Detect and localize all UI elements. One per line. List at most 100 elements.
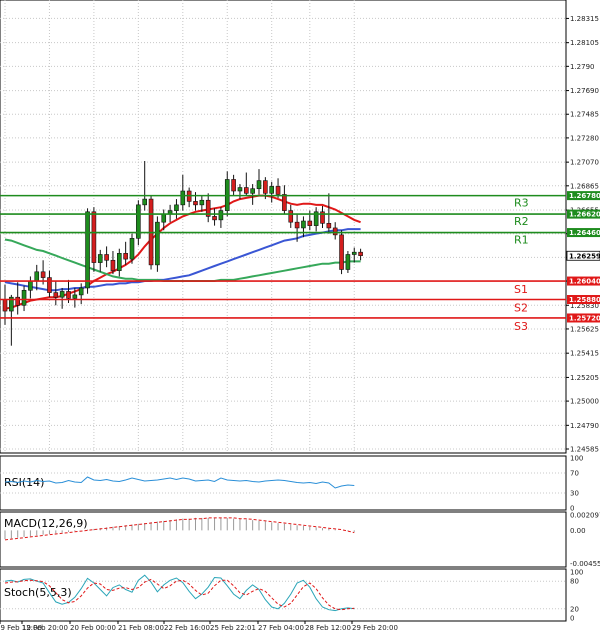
candle-body [117, 253, 122, 271]
y-tick-label: 1.24790 [570, 422, 599, 430]
level-tag [567, 228, 600, 238]
y-tick-label: 1.27070 [570, 159, 599, 167]
pivot-levels: R3 1.26780 R2 1.26620 R1 1.26460 S1 1.26040 S2 1.… [0, 191, 600, 333]
y-tick-label: 1.28315 [570, 15, 599, 23]
candle-body [174, 204, 179, 211]
x-tick-label: 21 Feb 08:00 [118, 624, 164, 632]
x-tick-label: 28 Feb 12:00 [305, 624, 351, 632]
candle-body [250, 188, 255, 194]
y-tick-label: 1.27485 [570, 111, 599, 119]
level-tag-label: 1.26040 [569, 278, 600, 286]
stoch-tick-label: 20 [570, 605, 579, 613]
stoch-tick-label: 100 [570, 569, 583, 577]
y-tick-label: 1.27280 [570, 134, 599, 142]
x-tick-label: 27 Feb 04:00 [258, 624, 304, 632]
rsi-axis: 100 70 30 0 [0, 455, 583, 513]
y-tick-label: 1.2790 [570, 63, 595, 71]
candle-body [9, 296, 14, 312]
rsi-polyline [4, 476, 355, 489]
candle-body [136, 204, 141, 239]
level-tag-label: 1.25880 [569, 296, 600, 304]
candle-body [320, 211, 325, 224]
candle-body [104, 254, 109, 261]
candle-body [21, 289, 27, 306]
candle-body [332, 227, 338, 236]
stoch-tick-label: 0 [570, 615, 574, 623]
level-tag-label: 1.26620 [569, 211, 600, 219]
candle-body [288, 210, 294, 223]
last-price-box [566, 250, 600, 261]
candle-body [205, 199, 211, 217]
candle-body [155, 221, 160, 266]
candle-body [244, 187, 249, 194]
candle-body [59, 291, 65, 298]
level-name: R1 [514, 234, 529, 247]
level-tag [567, 295, 600, 305]
level-name: S3 [514, 320, 528, 333]
price-grid [0, 0, 566, 453]
price-panel: 1.28315 1.28105 1.2790 1.27690 1.27485 1.2728… [0, 0, 600, 454]
level-name: S2 [514, 302, 528, 315]
candle-body [28, 280, 33, 291]
candle-body [142, 198, 147, 206]
candle-body [307, 220, 313, 226]
level-name: R2 [514, 215, 529, 228]
candle-body [275, 186, 281, 195]
rsi-tick-label: 30 [570, 490, 579, 498]
candle-body [66, 291, 71, 299]
candle-body [282, 194, 287, 211]
candle-body [218, 210, 224, 221]
candle-body [129, 238, 135, 260]
level-tag-label: 1.25720 [569, 314, 600, 322]
level-name: R3 [514, 197, 529, 210]
candle-body [231, 179, 236, 192]
candle-body [180, 190, 186, 206]
x-tick-label: 19 Feb 20:00 [22, 624, 68, 632]
level-tag [567, 276, 600, 286]
macd-tick-label: 0.00 [570, 527, 586, 535]
candle-body [358, 251, 363, 256]
macd-signal-polyline [4, 517, 355, 541]
stoch-signal-line [4, 578, 355, 611]
macd-title: MACD(12,26,9) [4, 517, 88, 530]
macd-tick-label: 0.002097 [570, 512, 600, 520]
level-tag [567, 209, 600, 219]
candle-body [339, 234, 344, 270]
x-tick-label: 20 Feb 00:00 [70, 624, 116, 632]
x-tick-label: 29 Feb 20:00 [352, 624, 398, 632]
candle-body [237, 187, 243, 192]
candle-body [256, 180, 262, 189]
last-price-marker: 1.26259 [566, 250, 600, 261]
level-name: S1 [514, 283, 528, 296]
level-tag-label: 1.26460 [569, 229, 600, 237]
candle-body [2, 299, 8, 312]
rsi-tick-label: 70 [570, 470, 579, 478]
candle-body [72, 294, 78, 299]
rsi-line [4, 476, 355, 489]
candle-body [269, 186, 275, 194]
x-tick-label: 22 Feb 16:00 [164, 624, 210, 632]
level-tag [567, 191, 600, 201]
level-tag-label: 1.26780 [569, 192, 600, 200]
y-tick-label: 1.26865 [570, 182, 599, 190]
candle-body [294, 221, 300, 229]
candle-body [78, 287, 84, 296]
last-price-label: 1.26259 [569, 252, 600, 260]
y-tick-label: 1.25000 [570, 398, 599, 406]
candle-body [345, 254, 351, 270]
rsi-panel: RSI(14) 100 70 30 0 [0, 455, 583, 513]
candle-body [40, 271, 46, 278]
y-tick-label: 1.27690 [570, 87, 599, 95]
x-tick-label: 25 Feb 22:01 [210, 624, 256, 632]
candle-body [110, 259, 116, 271]
candle-body [91, 211, 97, 263]
macd-tick-label: -0.004555 [570, 560, 600, 568]
y-tick-label: 1.25415 [570, 350, 599, 358]
rsi-tick-label: 0 [570, 505, 574, 513]
ma-line [4, 228, 361, 292]
candle-body [85, 211, 90, 289]
y-tick-label: 1.25830 [570, 302, 599, 310]
candle-body [193, 201, 198, 206]
